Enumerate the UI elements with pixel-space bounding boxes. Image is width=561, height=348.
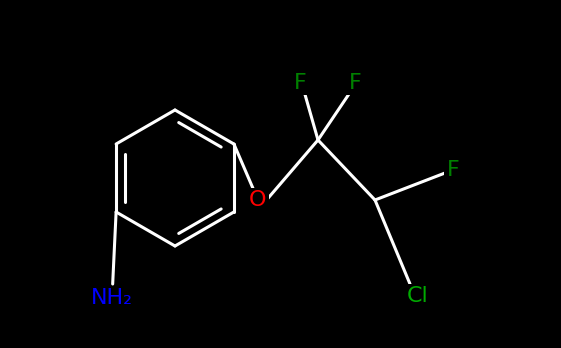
Text: F: F	[447, 160, 459, 180]
Text: F: F	[293, 73, 306, 93]
Text: NH₂: NH₂	[91, 288, 133, 308]
Text: F: F	[348, 73, 361, 93]
Text: O: O	[249, 190, 266, 210]
Text: Cl: Cl	[407, 286, 429, 306]
